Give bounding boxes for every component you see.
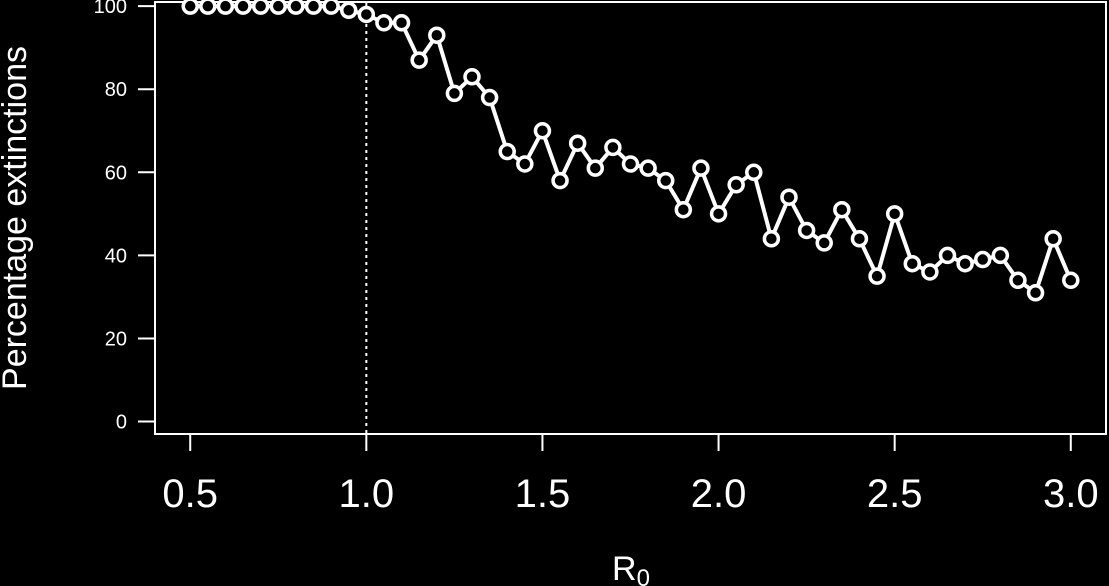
data-point <box>780 188 798 206</box>
x-tick-label: 2.5 <box>867 472 923 516</box>
data-point <box>428 26 446 44</box>
x-axis: 0.5 1.0 1.5 2.0 2.5 3.0 <box>162 434 1099 516</box>
x-tick-label: 0.5 <box>162 472 218 516</box>
data-point <box>903 254 922 273</box>
data-point <box>251 0 270 15</box>
data-point <box>604 138 622 157</box>
data-point <box>463 68 481 86</box>
y-axis: 0 20 40 60 80 100 <box>94 0 155 434</box>
data-point <box>392 14 411 32</box>
plot-frame <box>154 1 1107 435</box>
x-axis-title-main: R <box>612 550 637 586</box>
y-tick-label: 80 <box>105 79 127 101</box>
data-point <box>357 5 376 24</box>
series-line <box>190 4 1073 295</box>
data-point <box>727 176 745 194</box>
data-point <box>216 0 235 15</box>
x-tick-label: 1.0 <box>339 472 395 516</box>
data-point <box>1009 271 1027 290</box>
data-point <box>674 200 693 219</box>
data-point <box>586 159 605 177</box>
data-point <box>1062 271 1080 290</box>
data-point <box>1044 230 1062 248</box>
data-point <box>551 171 569 190</box>
data-point <box>639 159 657 177</box>
data-point <box>498 142 516 161</box>
data-point <box>516 155 534 173</box>
data-point <box>762 230 781 248</box>
data-point <box>322 0 340 15</box>
data-point <box>709 205 728 223</box>
data-point <box>745 163 763 182</box>
x-tick-label: 1.5 <box>515 472 571 516</box>
data-point <box>868 267 886 285</box>
data-point <box>445 84 464 103</box>
data-point <box>973 250 992 269</box>
data-point <box>833 200 851 219</box>
data-point <box>375 14 393 32</box>
y-tick-label: 20 <box>105 328 127 350</box>
y-tick-label: 60 <box>105 162 127 184</box>
data-point <box>234 0 252 15</box>
y-tick-label: 100 <box>94 0 127 18</box>
data-point <box>656 171 675 190</box>
data-point <box>304 0 323 15</box>
data-point <box>480 88 499 107</box>
data-point <box>287 0 305 15</box>
data-point <box>199 0 217 15</box>
x-axis-title-subscript: 0 <box>637 565 650 586</box>
x-axis-title: R0 <box>612 550 650 586</box>
data-point <box>692 159 710 177</box>
data-point <box>850 230 869 248</box>
y-axis-title: Percentage extinctions <box>0 46 34 390</box>
data-point <box>991 246 1010 265</box>
data-point <box>815 234 833 252</box>
y-tick-label: 0 <box>116 412 127 434</box>
y-tick-label: 40 <box>105 245 127 267</box>
data-point <box>568 134 587 152</box>
data-point <box>410 51 428 69</box>
data-point <box>885 205 904 223</box>
data-point <box>1026 284 1045 302</box>
data-point <box>797 221 816 240</box>
data-point <box>533 122 552 140</box>
data-point <box>956 254 974 273</box>
data-point <box>921 263 939 281</box>
data-point <box>181 0 199 15</box>
data-point <box>339 1 358 20</box>
series-points <box>181 0 1080 302</box>
x-tick-label: 3.0 <box>1043 472 1099 516</box>
data-point <box>269 0 288 15</box>
x-tick-label: 2.0 <box>691 472 747 516</box>
data-point <box>621 155 640 173</box>
data-point <box>938 246 957 265</box>
